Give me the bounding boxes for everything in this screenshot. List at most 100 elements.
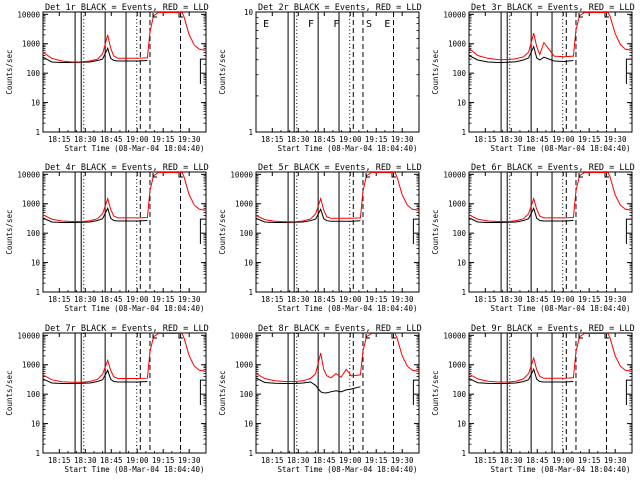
- x-tick-label: 19:00: [552, 135, 575, 144]
- y-tick-label: 100: [239, 390, 253, 399]
- lld-series-line: [256, 172, 419, 223]
- y-tick-label: 10: [457, 420, 467, 429]
- y-tick-label: 10: [244, 259, 254, 268]
- flag-label: F: [308, 19, 314, 30]
- flag-label: S: [366, 19, 372, 30]
- saturation-marker: [578, 173, 584, 178]
- lld-series-line: [256, 333, 419, 382]
- saturation-marker: [178, 173, 184, 178]
- x-tick-label: 18:15: [474, 456, 497, 465]
- y-axis-label: Counts/sec: [431, 49, 440, 94]
- panel-3: Det 3r BLACK = Events, RED = LLD 1 10 100 10…: [431, 3, 635, 153]
- y-tick-label: 10: [31, 420, 41, 429]
- plot-frame: [468, 11, 633, 133]
- saturation-marker: [604, 334, 610, 339]
- plot-frame: [468, 332, 633, 454]
- x-tick-label: 18:15: [474, 295, 497, 304]
- saturation-marker: [578, 13, 584, 18]
- x-tick-label: 19:30: [178, 456, 201, 465]
- y-axis-label: Counts/sec: [431, 370, 440, 415]
- x-tick-label: 18:30: [500, 295, 523, 304]
- flag-label: E: [384, 19, 390, 30]
- x-tick-label: 19:15: [152, 135, 175, 144]
- x-tick-label: 18:15: [261, 456, 284, 465]
- lld-series-line: [43, 172, 206, 222]
- x-tick-label: 18:45: [313, 295, 336, 304]
- y-tick-label: 100: [26, 69, 40, 78]
- y-tick-label: 1: [248, 288, 253, 297]
- flag-label: F: [333, 19, 339, 30]
- y-tick-label: 1000: [448, 40, 467, 49]
- saturation-marker: [365, 173, 371, 178]
- panel-title: Det 2r BLACK = Events, RED = LLD: [258, 3, 422, 13]
- plot-frame: [42, 332, 207, 454]
- x-tick-label: 19:15: [152, 456, 175, 465]
- y-tick-label: 1000: [448, 361, 467, 370]
- panel-title: Det 8r BLACK = Events, RED = LLD: [258, 324, 422, 334]
- saturation-marker: [391, 334, 397, 339]
- x-tick-label: 19:00: [339, 456, 362, 465]
- y-tick-label: 100: [452, 69, 466, 78]
- y-tick-label: 1: [35, 449, 40, 458]
- events-recovery-line: [625, 379, 631, 405]
- events-recovery-line: [412, 379, 418, 405]
- x-tick-label: 19:15: [578, 295, 601, 304]
- y-tick-label: 10: [31, 99, 41, 108]
- panel-title: Det 7r BLACK = Events, RED = LLD: [45, 324, 209, 334]
- y-tick-label: 100: [452, 229, 466, 238]
- y-axis-label: Counts/sec: [431, 209, 440, 254]
- x-tick-label: 18:15: [48, 456, 71, 465]
- flag-label: E: [263, 19, 269, 30]
- x-tick-label: 18:30: [500, 456, 523, 465]
- y-tick-label: 1: [248, 449, 253, 458]
- panel-7: Det 7r BLACK = Events, RED = LLD 1 10 100 10…: [5, 324, 209, 474]
- panel-9: Det 9r BLACK = Events, RED = LLD 1 10 100 10…: [431, 324, 635, 474]
- y-tick-label: 1000: [22, 361, 41, 370]
- y-tick-label: 1: [461, 288, 466, 297]
- x-tick-label: 19:15: [365, 295, 388, 304]
- y-tick-label: 10000: [443, 10, 466, 19]
- plot-frame: [42, 11, 207, 133]
- y-tick-label: 1: [461, 449, 466, 458]
- y-tick-label: 10: [244, 420, 254, 429]
- x-axis-label: Start Time (08-Mar-04 18:04:40): [65, 144, 205, 153]
- events-recovery-line: [412, 218, 418, 244]
- x-tick-label: 18:45: [526, 135, 549, 144]
- lld-series-line: [43, 12, 206, 63]
- x-axis-label: Start Time (08-Mar-04 18:04:40): [278, 304, 418, 313]
- panel-title: Det 1r BLACK = Events, RED = LLD: [45, 3, 209, 13]
- y-axis-label: Counts/sec: [5, 49, 14, 94]
- x-tick-label: 19:30: [604, 295, 627, 304]
- x-tick-label: 19:30: [604, 135, 627, 144]
- x-tick-label: 18:30: [287, 135, 310, 144]
- saturation-marker: [178, 334, 184, 339]
- x-tick-label: 18:30: [287, 456, 310, 465]
- lld-series-line: [43, 333, 206, 383]
- events-series-line: [43, 369, 148, 384]
- y-tick-label: 1: [248, 128, 253, 137]
- x-tick-label: 18:45: [526, 295, 549, 304]
- panel-4: Det 4r BLACK = Events, RED = LLD 1 10 100 10…: [5, 163, 209, 313]
- y-tick-label: 10000: [17, 170, 40, 179]
- plot-frame: [42, 171, 207, 293]
- y-tick-label: 10: [244, 8, 254, 17]
- lld-series-line: [469, 172, 632, 222]
- x-axis-label: Start Time (08-Mar-04 18:04:40): [491, 465, 631, 474]
- x-tick-label: 18:45: [313, 135, 336, 144]
- x-tick-label: 19:30: [391, 135, 414, 144]
- x-tick-label: 19:15: [152, 295, 175, 304]
- saturation-marker: [604, 13, 610, 18]
- y-tick-label: 1000: [448, 200, 467, 209]
- saturation-marker: [604, 173, 610, 178]
- y-tick-label: 10000: [230, 331, 253, 340]
- y-tick-label: 100: [26, 390, 40, 399]
- plot-frame: [468, 171, 633, 293]
- panel-title: Det 4r BLACK = Events, RED = LLD: [45, 163, 209, 173]
- panel-8: Det 8r BLACK = Events, RED = LLD 1 10 100 10…: [218, 324, 422, 474]
- y-tick-label: 1000: [22, 40, 41, 49]
- x-tick-label: 19:30: [604, 456, 627, 465]
- events-series-line: [256, 208, 361, 223]
- y-tick-label: 10000: [443, 170, 466, 179]
- x-tick-label: 18:45: [100, 456, 123, 465]
